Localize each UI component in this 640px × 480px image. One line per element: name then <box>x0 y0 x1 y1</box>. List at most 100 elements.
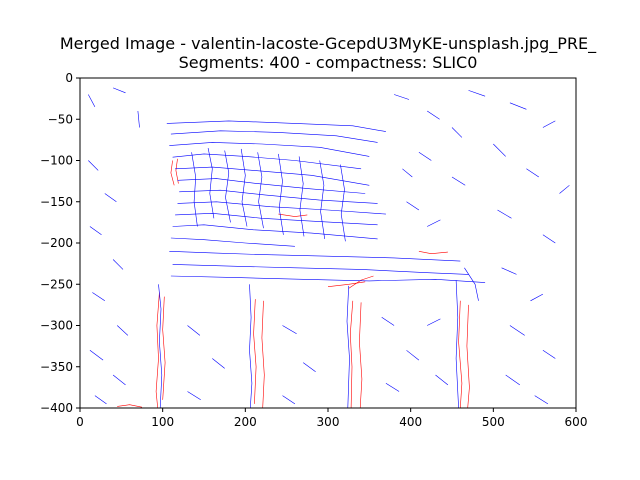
contour-stroke-1-29 <box>112 87 126 94</box>
x-tick-label-6: 600 <box>565 415 588 429</box>
contour-stroke-0-9 <box>466 304 470 409</box>
contour-stroke-1-13 <box>170 275 486 283</box>
contour-stroke-1-60 <box>303 362 316 372</box>
contour-stroke-1-72 <box>402 168 413 178</box>
x-tick-label-1: 100 <box>151 415 174 429</box>
contour-stroke-1-15 <box>249 284 253 409</box>
chart-subtitle: Segments: 400 - compactness: SLIC0 <box>179 53 478 72</box>
contour-stroke-0-3 <box>162 296 166 400</box>
contour-stroke-1-32 <box>427 110 440 120</box>
contour-stroke-1-7 <box>177 201 386 215</box>
contour-stroke-1-59 <box>282 325 297 335</box>
contour-stroke-0-5 <box>261 300 265 409</box>
contour-stroke-1-28 <box>88 94 96 108</box>
contour-stroke-0-10 <box>327 281 366 287</box>
contour-stroke-1-37 <box>526 168 539 178</box>
contour-stroke-1-27 <box>340 164 346 242</box>
contour-stroke-0-6 <box>349 300 354 409</box>
contour-stroke-1-53 <box>89 350 104 361</box>
contour-stroke-1-71 <box>451 127 463 138</box>
contour-stroke-1-20 <box>207 148 215 219</box>
contour-stroke-1-31 <box>394 94 410 100</box>
contour-stroke-1-25 <box>298 156 305 237</box>
contour-stroke-1-63 <box>406 350 420 361</box>
contour-stroke-1-4 <box>175 166 370 186</box>
contour-stroke-0-13 <box>278 213 308 217</box>
contour-stroke-1-35 <box>542 120 556 128</box>
contour-stroke-1-14 <box>158 284 163 409</box>
contour-stroke-1-40 <box>542 234 556 244</box>
y-tick-label-3: −150 <box>40 195 73 209</box>
y-tick-label-0: 0 <box>65 71 73 85</box>
contour-stroke-1-70 <box>418 152 432 161</box>
contour-stroke-1-10 <box>170 237 295 247</box>
y-tick-label-8: −400 <box>40 401 73 415</box>
contour-stroke-1-19 <box>191 152 198 227</box>
contour-stroke-1-9 <box>172 224 378 240</box>
y-tick-label-7: −350 <box>40 360 73 374</box>
contour-stroke-1-42 <box>530 293 544 302</box>
contour-stroke-1-45 <box>505 374 520 386</box>
contour-stroke-1-69 <box>451 176 466 186</box>
contour-stroke-0-0 <box>170 160 175 186</box>
contour-stroke-0-2 <box>155 292 160 409</box>
contour-stroke-0-1 <box>175 158 179 184</box>
contour-stroke-0-11 <box>348 275 374 289</box>
contour-stroke-1-33 <box>468 90 486 97</box>
contour-stroke-1-2 <box>169 142 370 157</box>
contour-stroke-1-1 <box>170 130 378 143</box>
contour-stroke-1-5 <box>177 178 366 194</box>
contour-stroke-1-48 <box>104 193 117 203</box>
contour-stroke-1-66 <box>435 374 449 386</box>
contour-stroke-1-24 <box>278 153 284 235</box>
contour-stroke-1-36 <box>493 143 506 157</box>
contour-stroke-1-68 <box>427 219 441 227</box>
contour-stroke-1-38 <box>559 185 570 194</box>
contour-stroke-1-12 <box>172 264 469 275</box>
contour-stroke-1-6 <box>179 189 378 204</box>
contour-stroke-1-11 <box>169 251 461 262</box>
contour-stroke-1-16 <box>346 285 350 409</box>
y-axis: 0 −50 −100 −150 −200 −250 −300 −350 −400 <box>40 71 80 415</box>
contour-stroke-1-52 <box>116 325 129 336</box>
contour-stroke-0-7 <box>359 302 363 409</box>
contour-stroke-1-61 <box>282 395 296 405</box>
x-tick-label-2: 200 <box>234 415 257 429</box>
y-tick-label-5: −250 <box>40 277 73 291</box>
contour-stroke-1-23 <box>257 152 264 229</box>
y-tick-label-2: −100 <box>40 154 73 168</box>
contour-stroke-0-12 <box>418 251 448 254</box>
y-tick-label-6: −300 <box>40 319 73 333</box>
contour-stroke-1-21 <box>224 150 231 223</box>
contour-stroke-1-0 <box>166 120 386 132</box>
contour-stroke-0-14 <box>117 404 143 408</box>
contour-stroke-1-56 <box>187 325 201 336</box>
x-tick-label-5: 500 <box>482 415 505 429</box>
contour-stroke-0-4 <box>253 299 257 404</box>
contour-stroke-1-49 <box>89 226 102 236</box>
contour-stroke-0-8 <box>458 300 463 409</box>
contour-stroke-1-18 <box>464 267 479 301</box>
plot-strokes <box>88 87 570 409</box>
contour-stroke-1-3 <box>172 153 362 170</box>
contour-stroke-1-55 <box>94 395 107 405</box>
contour-stroke-1-41 <box>501 267 517 275</box>
contour-stroke-1-65 <box>427 318 441 326</box>
contour-stroke-1-26 <box>319 160 325 239</box>
x-axis: 0 100 200 300 400 500 600 <box>76 408 587 429</box>
contour-stroke-1-39 <box>497 209 512 219</box>
contour-stroke-1-62 <box>381 317 395 326</box>
contour-stroke-1-57 <box>212 358 225 369</box>
y-tick-label-4: −200 <box>40 236 73 250</box>
contour-stroke-1-58 <box>187 391 201 401</box>
chart-title: Merged Image - valentin-lacoste-GcepdU3M… <box>60 34 597 54</box>
x-tick-label-4: 400 <box>399 415 422 429</box>
contour-stroke-1-46 <box>534 395 549 405</box>
contour-stroke-1-17 <box>455 280 459 409</box>
contour-stroke-1-50 <box>112 259 124 270</box>
contour-stroke-1-47 <box>88 160 99 171</box>
y-tick-label-1: −50 <box>48 112 73 126</box>
contour-stroke-1-54 <box>112 374 126 386</box>
